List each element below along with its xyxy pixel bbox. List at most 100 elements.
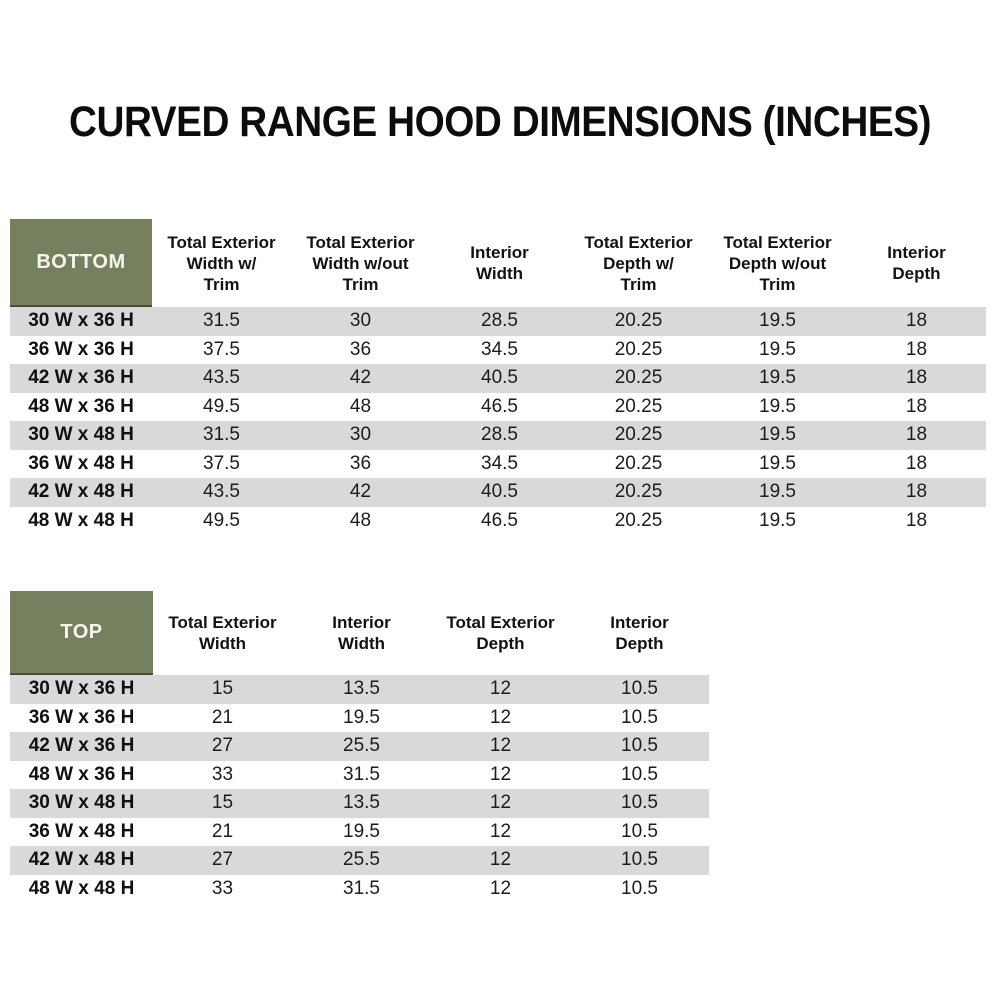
dimension-value: 46.5 [481,395,518,417]
dimension-value: 12 [489,849,512,871]
row-size-label: 36 W x 36 H [28,338,134,360]
column-header: Total Exterior Width w/out Trim [306,232,415,294]
column-header: Interior Width [470,243,529,283]
dimension-value: 19.5 [343,820,380,842]
row-size-label: 36 W x 48 H [28,820,135,842]
column-header: Total Exterior Width w/ Trim [167,232,276,294]
row-size-label: 48 W x 36 H [28,395,134,417]
column-header: Total Exterior Width [168,613,277,653]
dimension-value: 10.5 [621,763,658,785]
dimension-value: 40.5 [481,481,518,503]
dimension-value: 20.25 [614,367,663,389]
dimension-value: 30 [349,310,372,332]
table-row: 30 W x 36 H 15 13.5 12 10.5 [10,675,709,704]
dimension-value: 12 [489,877,512,899]
dimension-value: 13.5 [343,792,380,814]
row-size-label: 42 W x 36 H [28,367,134,389]
dimension-value: 27 [211,849,234,871]
dimension-value: 33 [211,763,234,785]
dimension-value: 18 [905,424,928,446]
dimension-value: 42 [349,367,372,389]
table-row: 48 W x 36 H 49.5 48 46.5 20.25 19.5 18 [10,392,986,421]
row-size-label: 30 W x 36 H [28,310,134,332]
dimension-value: 10.5 [621,678,658,700]
column-header: Interior Depth [610,613,669,653]
dimension-value: 28.5 [481,310,518,332]
row-size-label: 42 W x 36 H [28,735,135,757]
table-row: 48 W x 36 H 33 31.5 12 10.5 [10,760,709,789]
row-size-label: 48 W x 48 H [28,509,134,531]
table-row: 30 W x 36 H 31.5 30 28.5 20.25 19.5 18 [10,307,986,336]
dimension-value: 13.5 [343,678,380,700]
dimension-value: 12 [489,763,512,785]
dimension-value: 10.5 [621,877,658,899]
dimension-value: 20.25 [614,452,663,474]
dimension-value: 19.5 [759,310,796,332]
dimension-value: 12 [489,706,512,728]
column-header: Total Exterior Depth [446,613,555,653]
dimension-value: 10.5 [621,735,658,757]
table-corner-label: BOTTOM [10,219,152,307]
table-row: 36 W x 36 H 21 19.5 12 10.5 [10,703,709,732]
dimension-value: 20.25 [614,424,663,446]
table-corner-label: TOP [10,591,153,675]
dimension-value: 15 [211,678,234,700]
dimension-value: 18 [905,310,928,332]
dimension-value: 36 [349,452,372,474]
row-size-label: 30 W x 48 H [28,424,134,446]
dimension-value: 21 [211,706,234,728]
row-size-label: 36 W x 48 H [28,452,134,474]
table-row: 42 W x 48 H 27 25.5 12 10.5 [10,846,709,875]
dimension-value: 20.25 [614,338,663,360]
dimension-value: 30 [349,424,372,446]
dimension-value: 18 [905,452,928,474]
dimension-value: 48 [349,395,372,417]
dimension-value: 18 [905,509,928,531]
dimension-value: 25.5 [343,735,380,757]
dimension-value: 36 [349,338,372,360]
table-header-row: TOP Total Exterior Width Interior Width Tot… [10,591,709,675]
dimension-value: 10.5 [621,706,658,728]
dimension-value: 49.5 [203,509,240,531]
row-size-label: 42 W x 48 H [28,849,135,871]
dimension-value: 10.5 [621,849,658,871]
dimension-value: 19.5 [759,424,796,446]
top-dimensions-table: TOP Total Exterior Width Interior Width Tot… [10,591,709,903]
dimension-value: 12 [489,678,512,700]
dimension-value: 31.5 [203,310,240,332]
column-header: Interior Width [332,613,391,653]
dimension-value: 10.5 [621,820,658,842]
table-row: 42 W x 36 H 27 25.5 12 10.5 [10,732,709,761]
table-row: 30 W x 48 H 15 13.5 12 10.5 [10,789,709,818]
dimension-value: 33 [211,877,234,899]
dimension-value: 46.5 [481,509,518,531]
row-size-label: 48 W x 36 H [28,763,135,785]
dimension-value: 31.5 [343,763,380,785]
dimension-value: 37.5 [203,338,240,360]
dimension-value: 20.25 [614,310,663,332]
table-row: 48 W x 48 H 33 31.5 12 10.5 [10,874,709,903]
dimension-value: 10.5 [621,792,658,814]
table-row: 36 W x 48 H 21 19.5 12 10.5 [10,817,709,846]
dimension-value: 19.5 [759,395,796,417]
dimension-value: 19.5 [343,706,380,728]
dimension-value: 28.5 [481,424,518,446]
dimension-value: 20.25 [614,481,663,503]
dimension-value: 49.5 [203,395,240,417]
dimension-value: 20.25 [614,509,663,531]
table-row: 36 W x 36 H 37.5 36 34.5 20.25 19.5 18 [10,335,986,364]
dimension-value: 19.5 [759,509,796,531]
column-header: Total Exterior Depth w/out Trim [723,232,832,294]
dimension-value: 34.5 [481,452,518,474]
dimension-value: 19.5 [759,367,796,389]
dimension-value: 12 [489,735,512,757]
row-size-label: 42 W x 48 H [28,481,134,503]
column-header: Interior Depth [887,243,946,283]
dimension-value: 15 [211,792,234,814]
dimension-value: 31.5 [203,424,240,446]
dimension-value: 18 [905,395,928,417]
table-row: 30 W x 48 H 31.5 30 28.5 20.25 19.5 18 [10,421,986,450]
page-title: CURVED RANGE HOOD DIMENSIONS (INCHES) [68,98,932,146]
row-size-label: 48 W x 48 H [28,877,135,899]
